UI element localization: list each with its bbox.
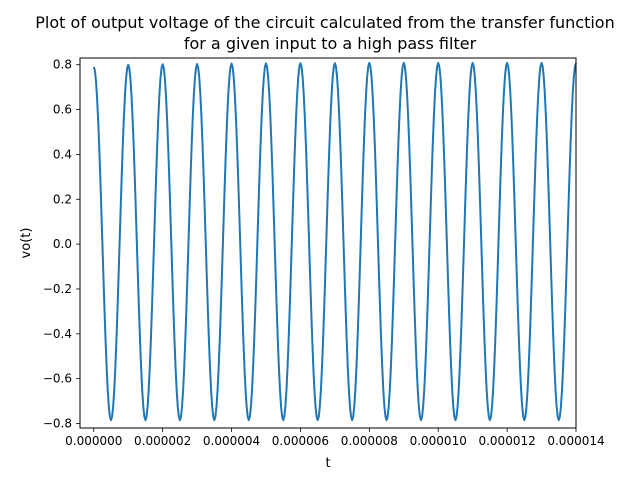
y-tick-label: 0.8 (53, 58, 72, 72)
axes-frame (79, 57, 577, 429)
chart-title-line-1: Plot of output voltage of the circuit ca… (35, 13, 614, 32)
y-tick-label: −0.4 (43, 327, 72, 341)
x-tick-label: 0.000008 (341, 434, 398, 448)
y-tick-label: −0.6 (43, 372, 72, 386)
y-tick-label: 0.0 (53, 237, 72, 251)
y-tick-label: 0.6 (53, 103, 72, 117)
plot-area (79, 57, 577, 429)
x-axis-label: t (325, 456, 330, 471)
y-tick-label: 0.2 (53, 192, 72, 206)
y-axis-ticks: −0.8 −0.6 −0.4 −0.2 0.0 0.2 0.4 0.6 0.8 (43, 58, 80, 431)
x-tick-label: 0.000004 (203, 434, 260, 448)
y-tick-label: 0.4 (53, 147, 72, 161)
y-tick-label: −0.8 (43, 417, 72, 431)
y-tick-label: −0.2 (43, 282, 72, 296)
x-tick-label: 0.000014 (547, 434, 604, 448)
x-tick-label: 0.000012 (478, 434, 535, 448)
y-axis-label: vo(t) (19, 228, 34, 259)
x-tick-label: 0.000002 (134, 434, 191, 448)
x-tick-label: 0.000000 (65, 434, 122, 448)
x-tick-label: 0.000006 (272, 434, 329, 448)
series-line (92, 61, 577, 422)
x-tick-label: 0.000010 (410, 434, 467, 448)
chart-title-line-2: for a given input to a high pass filter (184, 34, 477, 53)
x-axis-ticks: 0.000000 0.000002 0.000004 0.000006 0.000008… (65, 428, 605, 448)
